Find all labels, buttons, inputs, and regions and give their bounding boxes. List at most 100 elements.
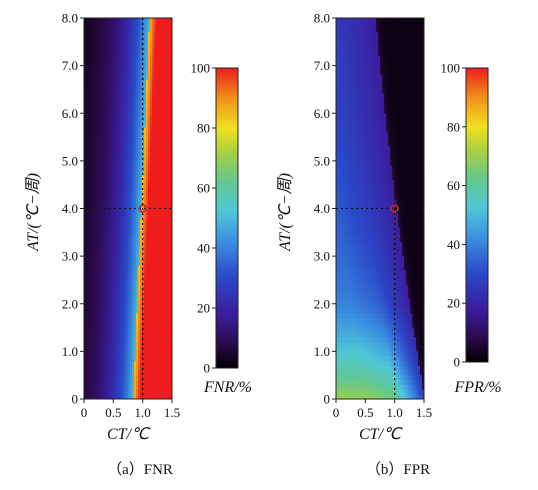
heatmap-cell [136, 65, 139, 71]
heatmap-cell [160, 365, 163, 371]
heatmap-cell [352, 41, 355, 47]
heatmap-cell [124, 198, 127, 205]
heatmap-cell [366, 151, 369, 157]
heatmap-cell [90, 341, 93, 347]
heatmap-cell [104, 79, 107, 86]
heatmap-cell [90, 351, 93, 357]
heatmap-cell [154, 222, 157, 228]
heatmap-cell [118, 279, 121, 286]
heatmap-cell [166, 265, 169, 271]
heatmap-cell [154, 337, 157, 343]
heatmap-cell [88, 132, 91, 138]
heatmap-cell [94, 51, 97, 57]
heatmap-cell [134, 227, 137, 233]
heatmap-cell [92, 84, 95, 90]
heatmap-cell [86, 198, 89, 205]
heatmap-cell [162, 18, 165, 24]
heatmap-cell [370, 32, 373, 38]
heatmap-cell [348, 137, 351, 143]
heatmap-cell [122, 375, 125, 381]
heatmap-cell [346, 332, 349, 338]
heatmap-cell [112, 156, 115, 162]
heatmap-cell [104, 113, 107, 119]
heatmap-cell [340, 27, 343, 33]
heatmap-cell [360, 389, 363, 395]
heatmap-cell [140, 65, 143, 71]
heatmap-cell [144, 337, 147, 343]
heatmap-cell [168, 18, 171, 24]
heatmap-cell [88, 284, 91, 290]
heatmap-cell [364, 246, 367, 252]
heatmap-cell [344, 360, 347, 367]
heatmap-cell [142, 203, 145, 209]
heatmap-cell [158, 356, 161, 362]
heatmap-cell [112, 18, 115, 24]
heatmap-cell [154, 60, 157, 66]
heatmap-cell [366, 384, 369, 390]
heatmap-cell [98, 65, 101, 71]
heatmap-cell [136, 394, 139, 400]
heatmap-cell [148, 270, 151, 276]
heatmap-cell [360, 184, 363, 190]
heatmap-cell [88, 170, 91, 176]
heatmap-cell [88, 318, 91, 324]
heatmap-cell [364, 384, 367, 390]
heatmap-cell [352, 146, 355, 152]
heatmap-cell [106, 279, 109, 286]
heatmap-cell [336, 365, 339, 371]
heatmap-cell [110, 365, 113, 371]
heatmap-cell [86, 279, 89, 286]
heatmap-cell [90, 27, 93, 33]
heatmap-cell [164, 184, 167, 190]
heatmap-cell [346, 346, 349, 352]
heatmap-cell [120, 27, 123, 33]
heatmap-cell [128, 289, 131, 295]
heatmap-cell [134, 65, 137, 71]
heatmap-cell [94, 98, 97, 105]
heatmap-cell [122, 122, 125, 128]
heatmap-cell [340, 213, 343, 219]
heatmap-cell [344, 137, 347, 143]
heatmap-cell [120, 51, 123, 57]
heatmap-cell [106, 170, 109, 176]
heatmap-cell [132, 179, 135, 186]
heatmap-cell [130, 184, 133, 190]
heatmap-cell [108, 332, 111, 338]
heatmap-cell [364, 175, 367, 181]
heatmap-cell [84, 194, 87, 200]
heatmap-cell [132, 379, 135, 386]
heatmap-cell [106, 365, 109, 371]
heatmap-cell [114, 365, 117, 371]
heatmap-cell [154, 203, 157, 209]
heatmap-cell [114, 160, 117, 166]
heatmap-cell [164, 313, 167, 319]
heatmap-cell [102, 351, 105, 357]
heatmap-cell [356, 256, 359, 262]
heatmap-cell [152, 308, 155, 314]
heatmap-cell [130, 379, 133, 386]
heatmap-cell [124, 41, 127, 47]
heatmap-cell [148, 141, 151, 147]
heatmap-cell [156, 232, 159, 238]
heatmap-cell [148, 113, 151, 119]
heatmap-cell [92, 103, 95, 109]
heatmap-cell [342, 137, 345, 143]
heatmap-cell [122, 289, 125, 295]
heatmap-cell [126, 341, 129, 347]
heatmap-cell [370, 113, 373, 119]
heatmap-cell [354, 313, 357, 319]
heatmap-cell [108, 222, 111, 228]
heatmap-cell [164, 175, 167, 181]
heatmap-cell [360, 98, 363, 105]
heatmap-cell [340, 160, 343, 166]
heatmap-cell [368, 275, 371, 281]
heatmap-cell [92, 89, 95, 95]
heatmap-cell [340, 170, 343, 176]
heatmap-cell [344, 156, 347, 162]
heatmap-cell [106, 346, 109, 352]
heatmap-cell [120, 103, 123, 109]
heatmap-cell [170, 365, 173, 371]
heatmap-cell [90, 141, 93, 147]
heatmap-cell [110, 141, 113, 147]
heatmap-cell [158, 251, 161, 257]
